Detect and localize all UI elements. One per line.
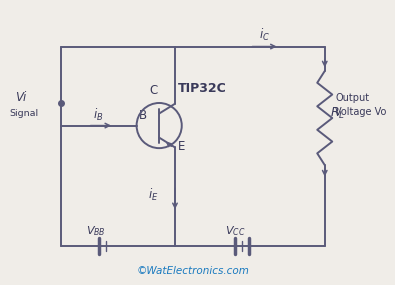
- Text: $i_C$: $i_C$: [259, 27, 270, 43]
- Text: Vi: Vi: [15, 91, 27, 104]
- Text: C: C: [150, 84, 158, 97]
- Text: $V_{CC}$: $V_{CC}$: [225, 224, 245, 238]
- Text: TIP32C: TIP32C: [178, 82, 227, 95]
- Text: E: E: [178, 140, 185, 153]
- Text: ©WatElectronics.com: ©WatElectronics.com: [137, 266, 250, 276]
- Text: Output: Output: [335, 93, 369, 103]
- Text: B: B: [139, 109, 147, 122]
- Text: Signal: Signal: [9, 109, 39, 118]
- Text: $R_L$: $R_L$: [330, 106, 345, 121]
- Text: $V_{BB}$: $V_{BB}$: [86, 224, 105, 238]
- Text: Voltage Vo: Voltage Vo: [335, 107, 387, 117]
- Text: $i_E$: $i_E$: [148, 187, 158, 203]
- Text: $i_B$: $i_B$: [93, 107, 104, 123]
